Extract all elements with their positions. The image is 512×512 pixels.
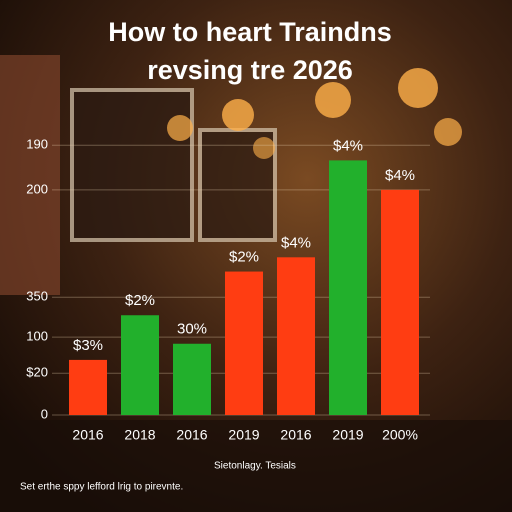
chart-subtitle: revsing tre 2026 [147,55,353,85]
x-tick-label: 2016 [176,427,207,443]
x-tick-label: 2016 [72,427,103,443]
wall-frame [70,88,194,242]
lamps [167,68,462,159]
bar-annotation: $3% [73,337,103,354]
bar [225,271,263,415]
x-tick-label: 2018 [124,427,155,443]
x-tick-label: 2016 [280,427,311,443]
bar [121,315,159,415]
x-tick-label: 2019 [332,427,363,443]
y-tick-label: 200 [26,181,48,196]
note: Set erthe sppy lefford lrig to pirevnte. [20,482,183,493]
x-tick-label: 200% [382,427,418,443]
bar-annotation: $4% [281,234,311,251]
bar-annotation: $4% [385,167,415,184]
bar [381,189,419,415]
bar-annotation: $2% [125,292,155,309]
table-surface [0,420,512,512]
brick-wall [0,55,60,295]
bar-annotation: 30% [177,321,207,338]
bar-annotation: $4% [333,137,363,154]
y-tick-label: 190 [26,137,48,152]
y-tick-label: 100 [26,329,48,344]
bar-annotation: $2% [229,249,259,266]
bar [329,160,367,415]
bar [277,257,315,415]
y-tick-label: $20 [26,365,48,380]
bar [69,359,107,415]
bar [173,343,211,415]
chart-title: How to heart Traindns [108,17,392,47]
x-tick-label: 2019 [228,427,259,443]
source: Sietonlagy. Tesials [214,461,296,472]
y-tick-label: 350 [26,289,48,304]
y-tick-label: 0 [41,406,48,421]
